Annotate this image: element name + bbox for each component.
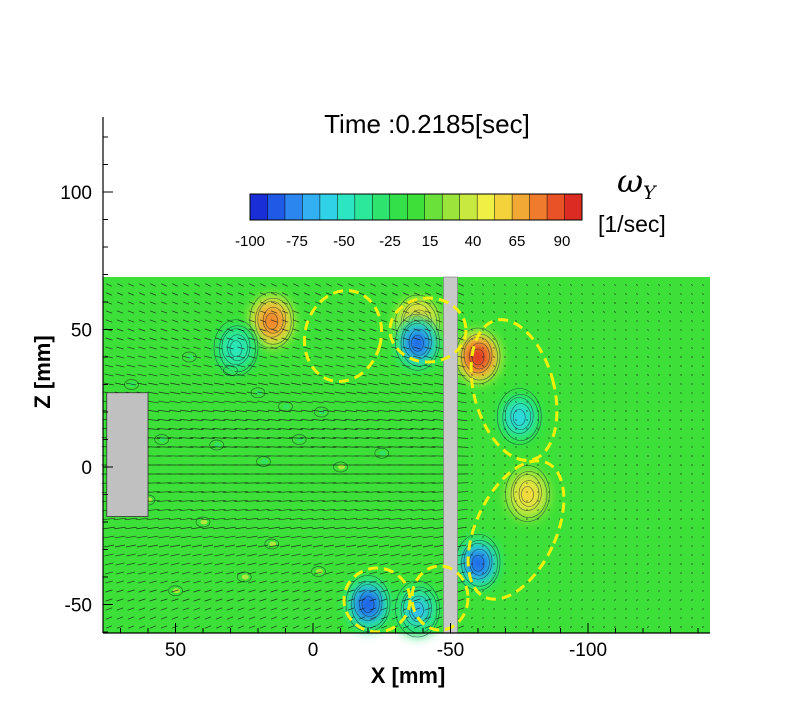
x-tick-label: 50: [165, 640, 186, 661]
colorbar-cell: [284, 194, 303, 220]
y-tick-label: 50: [71, 321, 92, 342]
vortex-6: [505, 465, 550, 522]
vortex-outline-5: [410, 564, 470, 632]
colorbar-cell: [354, 194, 373, 220]
bluff-body: [106, 392, 149, 517]
colorbar-cell: [512, 194, 530, 220]
x-tick-label: 0: [308, 640, 319, 661]
colorbar-cell: [477, 194, 496, 220]
y-ticks: 100 50 0 -50: [60, 136, 113, 633]
colorbar-cell: [337, 194, 356, 220]
vortex-outline-3: [466, 459, 566, 601]
colorbar-cell: [372, 194, 391, 220]
x-tick-label: -50: [437, 640, 464, 661]
colorbar-subscript: Y: [643, 182, 658, 204]
colorbar-cell: [407, 194, 426, 220]
wake-contours: [124, 351, 390, 597]
colorbar-tick-label: -100: [235, 233, 265, 250]
vortex-8: [345, 575, 391, 632]
colorbar-cell: [564, 194, 583, 220]
colorbar-cell: [389, 194, 408, 220]
vortex-outline-0: [302, 288, 384, 384]
colorbar-cell: [459, 194, 478, 220]
vorticity-field: [101, 276, 710, 638]
vortex-outline-2: [469, 318, 559, 462]
colorbar-cell: [302, 194, 321, 220]
colorbar-tick-label: 90: [554, 233, 571, 250]
colorbar-tick-label: -75: [286, 233, 308, 250]
vortex-5: [496, 388, 542, 445]
plate: [443, 276, 458, 634]
colorbar-cell: [547, 194, 565, 220]
colorbar-unit: [1/sec]: [598, 211, 666, 237]
x-axis-label: X [mm]: [371, 663, 446, 688]
colorbar-cell: [319, 194, 338, 220]
colorbar-tick-label: -25: [379, 233, 401, 250]
colorbar-cell: [267, 194, 286, 220]
x-tick-label: -100: [569, 640, 607, 661]
colorbar-cell: [424, 194, 443, 220]
colorbar-tick-label: 15: [422, 233, 439, 250]
colorbar-tick-label: 65: [509, 233, 526, 250]
vortex-outline-1: [388, 296, 468, 364]
colorbar-symbol: ω: [617, 162, 643, 200]
y-tick-label: 0: [81, 458, 92, 479]
colorbar: -100 -75 -50 -25 15 40 65 90: [235, 193, 583, 250]
colorbar-tick-label: -50: [333, 233, 355, 250]
vortex-outline-4: [342, 566, 412, 634]
chart-title: Time :0.2185[sec]: [324, 109, 530, 139]
x-ticks: 50 0 -50 -100: [120, 623, 699, 661]
colorbar-cell: [494, 194, 513, 220]
y-tick-label: 100: [60, 183, 92, 204]
y-axis-label: Z [mm]: [30, 335, 55, 408]
y-tick-label: -50: [65, 596, 92, 617]
axes: [102, 117, 710, 634]
colorbar-tick-label: 40: [465, 233, 482, 250]
colorbar-cell: [442, 194, 461, 220]
colorbar-cell: [250, 194, 268, 220]
colorbar-cell: [529, 194, 548, 220]
vortex-outlines: [302, 288, 566, 634]
